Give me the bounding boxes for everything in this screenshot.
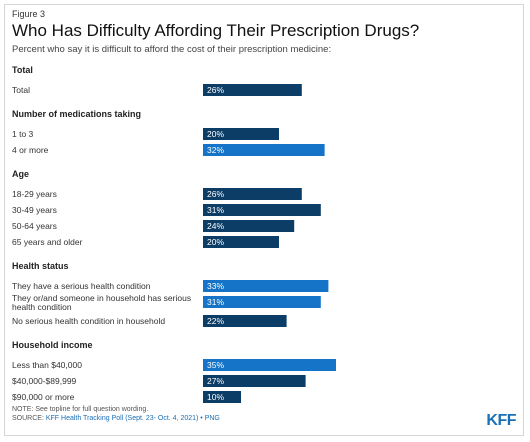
chart-subtitle: Percent who say it is difficult to affor… xyxy=(12,44,332,55)
bar-value-label: 26% xyxy=(207,85,224,95)
bar-value-label: 27% xyxy=(207,376,224,386)
section-title: Age xyxy=(12,169,29,179)
row-label: 30-49 years xyxy=(12,205,57,215)
row-label: $90,000 or more xyxy=(12,392,75,402)
bar-value-label: 20% xyxy=(207,129,224,139)
bar xyxy=(203,84,302,96)
bar xyxy=(203,236,279,248)
bar-value-label: 32% xyxy=(207,145,224,155)
row-label: 50-64 years xyxy=(12,221,57,231)
footer-note: NOTE: See topline for full question word… xyxy=(12,406,149,413)
row-label: 18-29 years xyxy=(12,189,57,199)
bar xyxy=(203,144,325,156)
row-label: They or/and someone in household has ser… xyxy=(12,293,191,303)
section-title: Number of medications taking xyxy=(12,109,141,119)
row-label-line2: health condition xyxy=(12,302,72,312)
chart-title: Who Has Difficulty Affording Their Presc… xyxy=(12,21,420,40)
bar xyxy=(203,220,295,232)
bar xyxy=(203,315,287,327)
row-label: They have a serious health condition xyxy=(12,281,151,291)
bar xyxy=(203,204,321,216)
row-label: No serious health condition in household xyxy=(12,316,165,326)
row-label: Total xyxy=(12,85,30,95)
bar xyxy=(203,359,336,371)
row-label: 4 or more xyxy=(12,145,49,155)
bar-value-label: 33% xyxy=(207,281,224,291)
source-prefix: SOURCE: xyxy=(12,415,46,422)
bar xyxy=(203,188,302,200)
bar-value-label: 26% xyxy=(207,189,224,199)
footer-source: SOURCE: KFF Health Tracking Poll (Sept. … xyxy=(12,415,220,422)
bar-value-label: 10% xyxy=(207,392,224,402)
section-title: Household income xyxy=(12,340,93,350)
section-title: Health status xyxy=(12,261,69,271)
bar xyxy=(203,128,279,140)
bar xyxy=(203,375,306,387)
bar xyxy=(203,280,329,292)
bar-value-label: 35% xyxy=(207,360,224,370)
figure-label: Figure 3 xyxy=(12,9,46,19)
figure-frame xyxy=(4,4,524,436)
row-label: $40,000-$89,999 xyxy=(12,376,77,386)
bar-value-label: 31% xyxy=(207,205,224,215)
kff-logo: KFF xyxy=(486,412,516,429)
bar xyxy=(203,296,321,308)
section-title: Total xyxy=(12,65,33,75)
source-link[interactable]: KFF Health Tracking Poll (Sept. 23- Oct.… xyxy=(45,415,220,422)
row-label: Less than $40,000 xyxy=(12,360,82,370)
bar-value-label: 22% xyxy=(207,316,224,326)
bar-value-label: 20% xyxy=(207,237,224,247)
bar-value-label: 31% xyxy=(207,297,224,307)
bar xyxy=(203,391,241,403)
bar-value-label: 24% xyxy=(207,221,224,231)
row-label: 65 years and older xyxy=(12,237,83,247)
row-label: 1 to 3 xyxy=(12,129,34,139)
